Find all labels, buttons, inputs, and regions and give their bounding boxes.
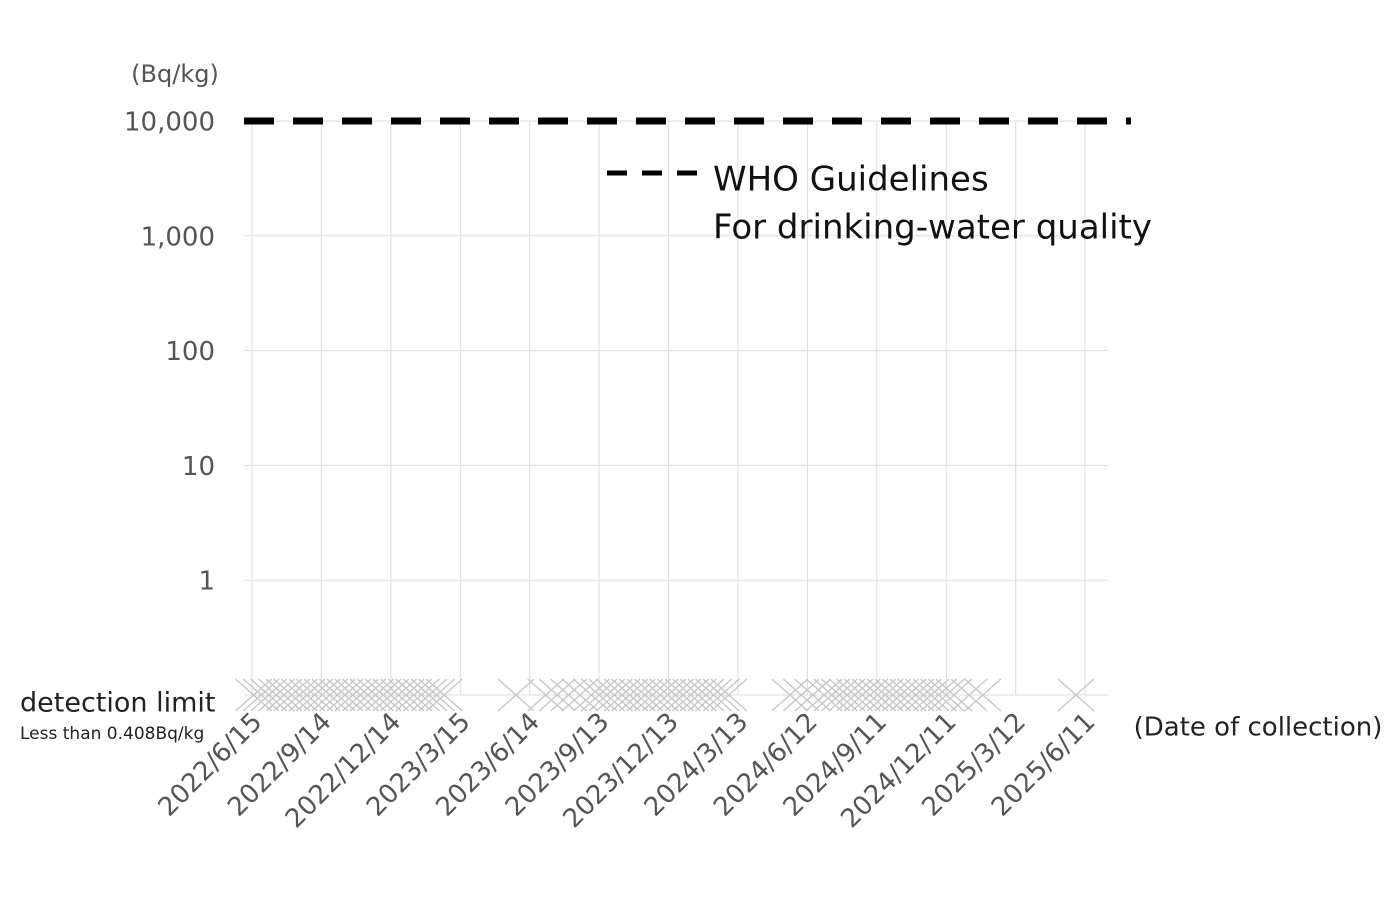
y-tick-label: 10 bbox=[182, 452, 215, 482]
data-point bbox=[794, 678, 832, 712]
data-point bbox=[935, 678, 973, 712]
data-point bbox=[561, 678, 599, 712]
data-point bbox=[1057, 678, 1095, 712]
legend-label: For drinking-water quality bbox=[713, 208, 1152, 248]
data-point bbox=[410, 678, 448, 712]
data-point bbox=[425, 678, 463, 712]
data-point bbox=[964, 678, 1002, 712]
detection-limit-note: Less than 0.408Bq/kg bbox=[20, 724, 204, 744]
y-tick-label: 1,000 bbox=[141, 222, 215, 252]
data-point bbox=[950, 678, 988, 712]
detection-limit-label: detection limit bbox=[20, 688, 216, 719]
y-tick-label: 100 bbox=[165, 337, 215, 367]
data-point bbox=[695, 678, 733, 712]
legend-label: WHO Guidelines bbox=[713, 160, 989, 200]
data-point bbox=[710, 678, 748, 712]
y-unit-label: (Bq/kg) bbox=[131, 60, 219, 88]
data-point bbox=[418, 678, 456, 712]
y-tick-label: 10,000 bbox=[124, 108, 215, 138]
data-point bbox=[497, 678, 535, 712]
y-tick-label: 1 bbox=[198, 567, 215, 597]
x-axis-label: (Date of collection) bbox=[1134, 713, 1383, 743]
data-point bbox=[920, 678, 958, 712]
data-point bbox=[702, 678, 740, 712]
